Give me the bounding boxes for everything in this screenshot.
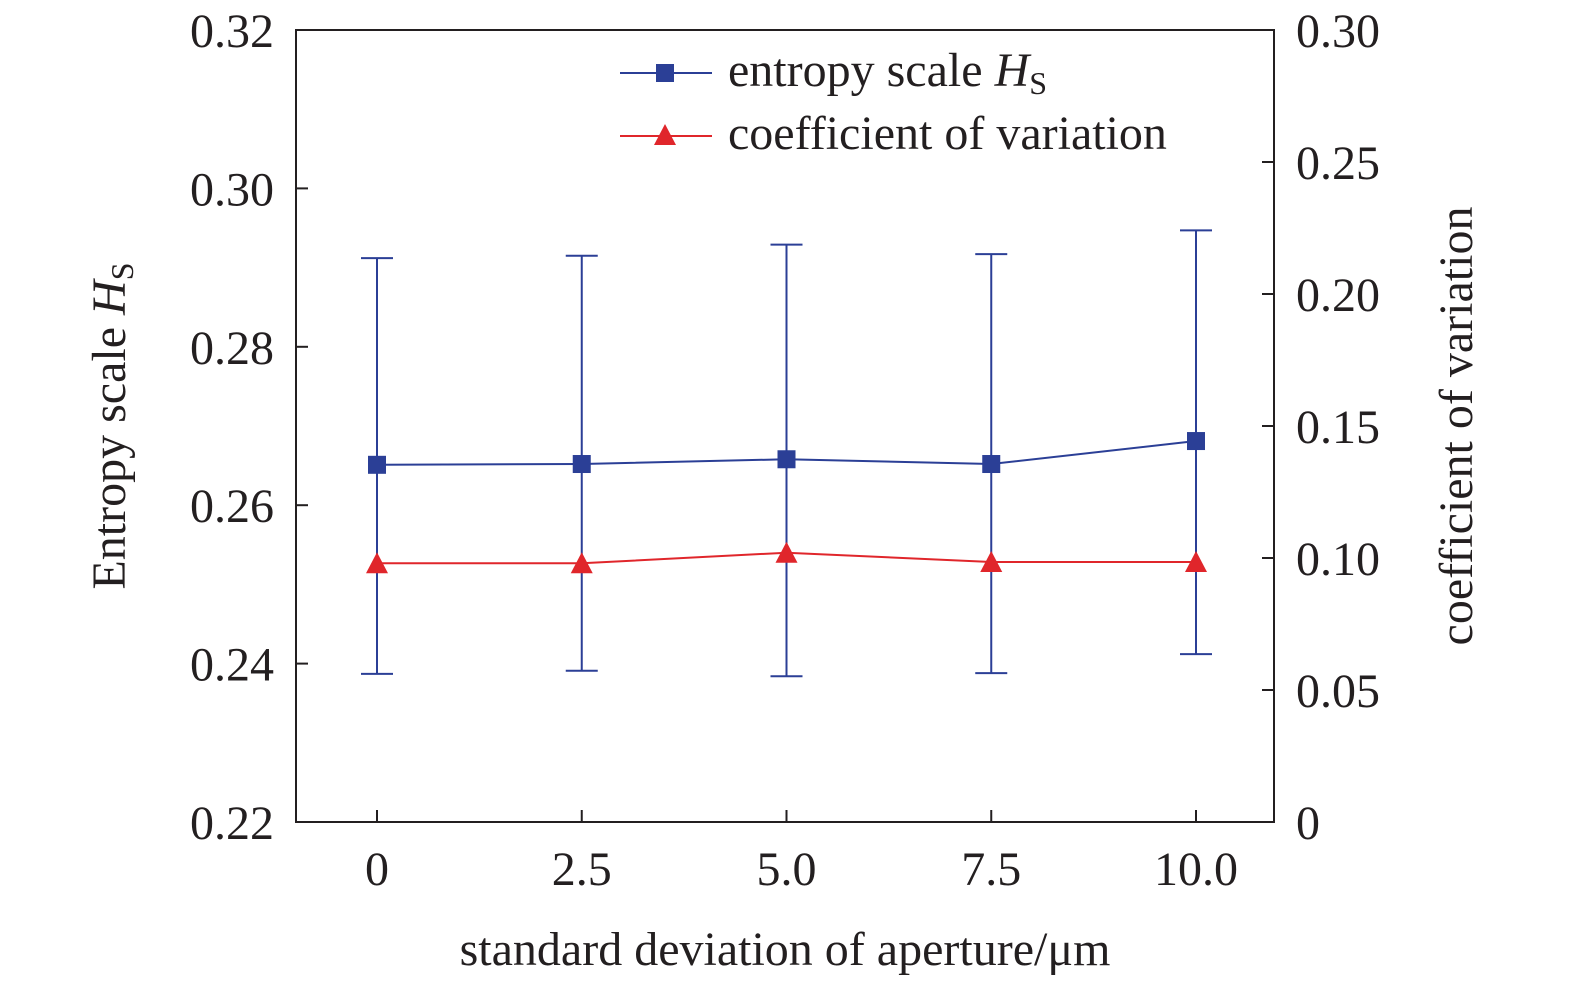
- y-tick-label: 0.24: [190, 639, 274, 692]
- entropy-point: [982, 455, 1001, 474]
- axes: 0.22 0.24 0.26 0.28 0.30 0.32 0 0.05 0.10 0.15 0.2…: [190, 5, 1380, 896]
- x-tick-label: 7.5: [961, 843, 1021, 896]
- y2-tick-label: 0.30: [1296, 5, 1380, 58]
- entropy-point: [777, 450, 796, 469]
- y2-tick-label: 0.20: [1296, 269, 1380, 322]
- y-tick-label: 0.28: [190, 322, 274, 375]
- y2-tick-label: 0.15: [1296, 401, 1380, 454]
- svg-text:entropy scale HS: entropy scale HS: [728, 44, 1047, 101]
- x-tick-label: 10.0: [1154, 843, 1238, 896]
- legend-item-cv: coefficient of variation: [620, 107, 1167, 160]
- cv-point: [775, 541, 798, 563]
- entropy-point: [572, 455, 591, 474]
- svg-text:coefficient of variation: coefficient of variation: [728, 107, 1167, 160]
- y2-axis-label: coefficient of variation: [1430, 207, 1483, 646]
- y-tick-label: 0.30: [190, 163, 274, 216]
- y2-tick-label: 0.05: [1296, 665, 1380, 718]
- entropy-point: [368, 455, 386, 474]
- x-tick-label: 2.5: [552, 843, 612, 896]
- y-tick-label: 0.32: [190, 5, 274, 58]
- y2-tick-label: 0.10: [1296, 533, 1380, 586]
- cv-point: [1185, 550, 1207, 572]
- cv-point: [366, 552, 388, 574]
- cv-point: [570, 552, 593, 574]
- y2-tick-label: 0.25: [1296, 137, 1380, 190]
- x-tick-label: 0: [365, 843, 389, 896]
- x-axis-label: standard deviation of aperture/μm: [460, 923, 1111, 976]
- legend: entropy scale HS coefficient of variatio…: [620, 44, 1167, 160]
- y2-tick-label: 0: [1296, 797, 1320, 850]
- y-tick-label: 0.22: [190, 797, 274, 850]
- legend-item-entropy: entropy scale HS: [620, 44, 1047, 101]
- marks: [361, 229, 1212, 678]
- y-axis-label: Entropy scale HS: [83, 262, 140, 589]
- cv-point: [980, 550, 1003, 572]
- entropy-point: [1187, 432, 1205, 451]
- x-tick-label: 5.0: [757, 843, 817, 896]
- y-tick-label: 0.26: [190, 480, 274, 533]
